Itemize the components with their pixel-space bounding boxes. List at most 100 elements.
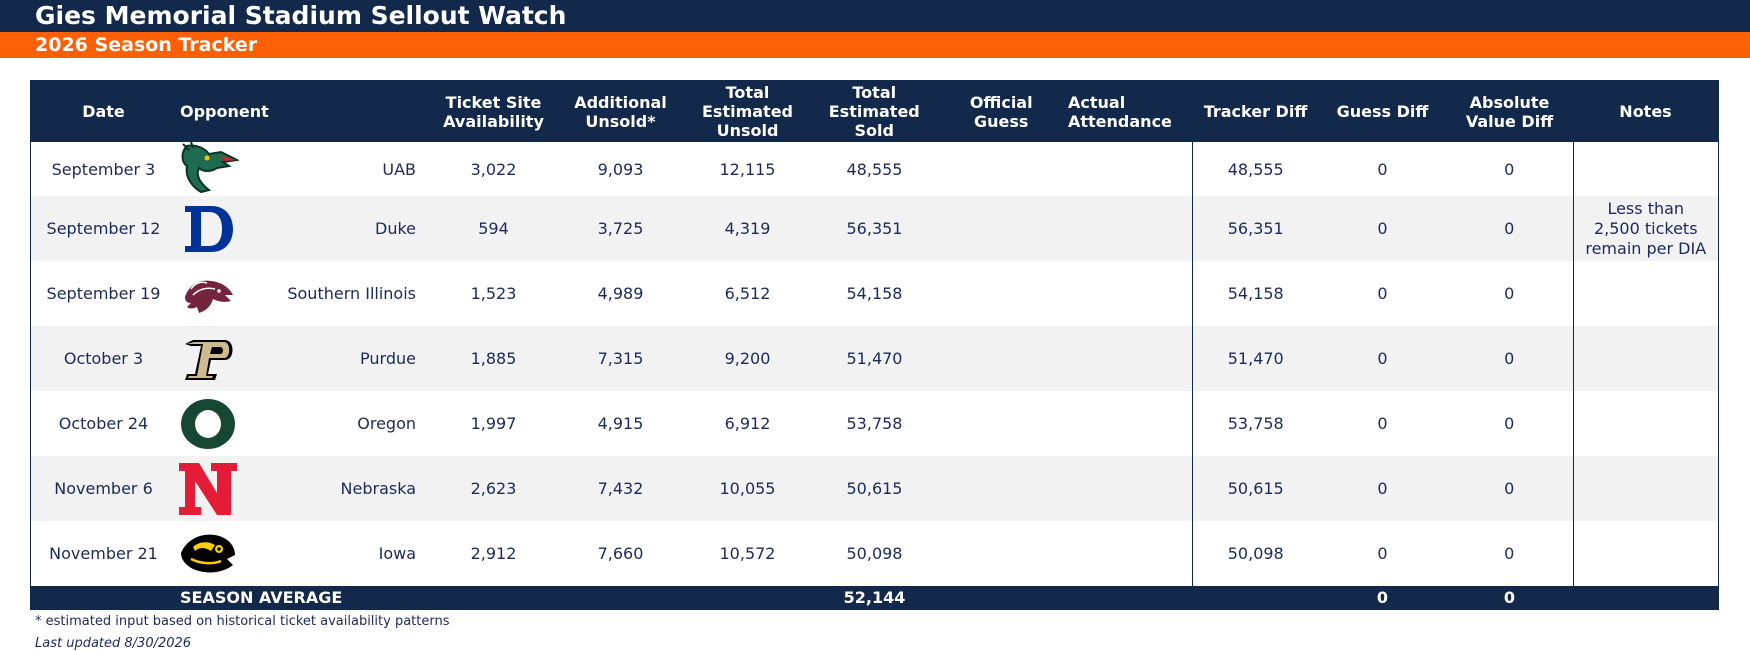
official-guess-cell [938, 261, 1064, 326]
nebraska-n-logo [176, 462, 240, 516]
total-unsold-cell: 10,055 [684, 456, 811, 521]
additional-unsold-cell: 9,093 [597, 159, 644, 179]
guess-diff-cell: 0 [1377, 544, 1388, 563]
actual-attendance-cell [1064, 142, 1193, 196]
ticket-site-cell: 3,022 [470, 159, 517, 179]
last-updated: Last updated 8/30/2026 [35, 636, 192, 651]
notes-cell [1573, 326, 1718, 391]
notes-cell [1573, 261, 1718, 326]
tracker-diff-cell: 50,098 [1227, 544, 1284, 563]
table-row: October 3 Purdue 1,885 7,315 9,200 51,470 51,4… [31, 326, 1718, 391]
tracker-diff-cell: 54,158 [1227, 284, 1284, 303]
table-row: November 21 Iowa 2,912 7,660 10,572 50,098 50,… [31, 521, 1718, 586]
col-header-total-sold: Total Estimated Sold [811, 81, 939, 142]
opponent-logo-cell [176, 391, 254, 456]
season-average-total-sold: 52,144 [811, 586, 938, 609]
total-unsold-cell: 4,319 [684, 196, 811, 261]
absolute-value-diff-cell: 0 [1446, 261, 1574, 326]
actual-attendance-cell [1064, 521, 1193, 586]
season-average-abs-diff: 0 [1446, 586, 1573, 609]
additional-unsold-cell: 7,660 [597, 544, 644, 563]
opponent-logo-cell [176, 456, 254, 521]
table-row: September 3 UAB 3,022 9,093 12,115 48,555 48,5… [31, 142, 1718, 196]
tracker-diff-cell: 48,555 [1227, 159, 1284, 179]
col-header-opponent: Opponent [176, 81, 430, 142]
additional-unsold-cell: 7,432 [557, 456, 684, 521]
uab-dragon-logo [176, 142, 240, 196]
opponent-logo-cell [176, 261, 254, 326]
total-sold-cell: 48,555 [846, 159, 903, 179]
opponent-cell: Nebraska [254, 456, 430, 521]
iowa-hawkeye-logo [176, 527, 240, 581]
ticket-site-cell: 1,885 [430, 326, 557, 391]
total-unsold-cell: 6,512 [724, 284, 771, 303]
col-header-notes: Notes [1573, 81, 1718, 142]
actual-attendance-cell [1064, 326, 1193, 391]
col-header-date: Date [31, 81, 176, 142]
table-row: September 12 Duke 594 3,725 4,319 56,351 56,35… [31, 196, 1718, 261]
season-average-label: SEASON AVERAGE [176, 586, 430, 609]
notes-cell [1573, 456, 1718, 521]
col-header-ticket-site: Ticket Site Availability [430, 81, 557, 142]
absolute-value-diff-cell: 0 [1446, 391, 1574, 456]
opponent-cell: Oregon [357, 414, 416, 433]
col-header-official-guess: Official Guess [938, 81, 1064, 142]
absolute-value-diff-cell: 0 [1446, 142, 1574, 196]
page-subtitle: 2026 Season Tracker [0, 32, 1750, 58]
table-row: October 24 Oregon 1,997 4,915 6,912 53,758 53,… [31, 391, 1718, 456]
guess-diff-cell: 0 [1319, 456, 1446, 521]
actual-attendance-cell [1064, 196, 1193, 261]
col-header-guess-diff: Guess Diff [1319, 81, 1446, 142]
official-guess-cell [938, 142, 1064, 196]
col-header-total-unsold: Total Estimated Unsold [684, 81, 811, 142]
date-cell: October 3 [31, 326, 176, 391]
opponent-cell: Purdue [254, 326, 430, 391]
official-guess-cell [938, 196, 1064, 261]
total-unsold-cell: 12,115 [719, 159, 776, 179]
col-header-absolute-value-diff: Absolute Value Diff [1446, 81, 1573, 142]
date-cell: November 6 [31, 456, 176, 521]
season-average-guess-diff: 0 [1319, 586, 1446, 609]
actual-attendance-cell [1064, 391, 1193, 456]
southern-illinois-saluki-logo [176, 267, 240, 321]
opponent-logo-cell [176, 326, 254, 391]
sellout-tracker-table: Date Opponent Ticket Site Availability A… [30, 80, 1719, 610]
total-sold-cell: 50,615 [811, 456, 938, 521]
ticket-site-cell: 2,623 [430, 456, 557, 521]
total-sold-cell: 51,470 [811, 326, 938, 391]
absolute-value-diff-cell: 0 [1446, 196, 1574, 261]
opponent-cell: Southern Illinois [287, 284, 416, 303]
notes-cell [1573, 391, 1718, 456]
table-row: September 19 Southern Illinois 1,523 4,989 6… [31, 261, 1718, 326]
notes-cell: Less than 2,500 tickets remain per DIA [1573, 196, 1718, 261]
tracker-diff-cell: 51,470 [1192, 326, 1319, 391]
col-header-tracker-diff: Tracker Diff [1192, 81, 1319, 142]
guess-diff-cell: 0 [1377, 414, 1388, 433]
total-unsold-cell: 10,572 [719, 544, 776, 563]
guess-diff-cell: 0 [1377, 284, 1388, 303]
col-header-actual-attendance: Actual Attendance [1064, 81, 1192, 142]
official-guess-cell [938, 521, 1064, 586]
footnote: * estimated input based on historical ti… [35, 614, 450, 629]
opponent-cell: UAB [382, 159, 416, 179]
duke-d-logo [176, 202, 240, 256]
tracker-diff-cell: 53,758 [1227, 414, 1284, 433]
opponent-logo-cell [176, 521, 254, 586]
opponent-cell: Iowa [378, 544, 416, 563]
page-title: Gies Memorial Stadium Sellout Watch [0, 0, 1750, 32]
ticket-site-cell: 594 [430, 196, 557, 261]
total-sold-cell: 54,158 [846, 284, 903, 303]
official-guess-cell [938, 391, 1064, 456]
absolute-value-diff-cell: 0 [1446, 326, 1574, 391]
additional-unsold-cell: 4,915 [597, 414, 644, 433]
total-sold-cell: 53,758 [846, 414, 903, 433]
total-sold-cell: 56,351 [811, 196, 938, 261]
guess-diff-cell: 0 [1319, 326, 1446, 391]
ticket-site-cell: 1,523 [470, 284, 517, 303]
additional-unsold-cell: 3,725 [557, 196, 684, 261]
guess-diff-cell: 0 [1319, 196, 1446, 261]
total-sold-cell: 50,098 [846, 544, 903, 563]
tracker-diff-cell: 50,615 [1192, 456, 1319, 521]
date-cell: November 21 [49, 544, 158, 563]
official-guess-cell [938, 326, 1064, 391]
